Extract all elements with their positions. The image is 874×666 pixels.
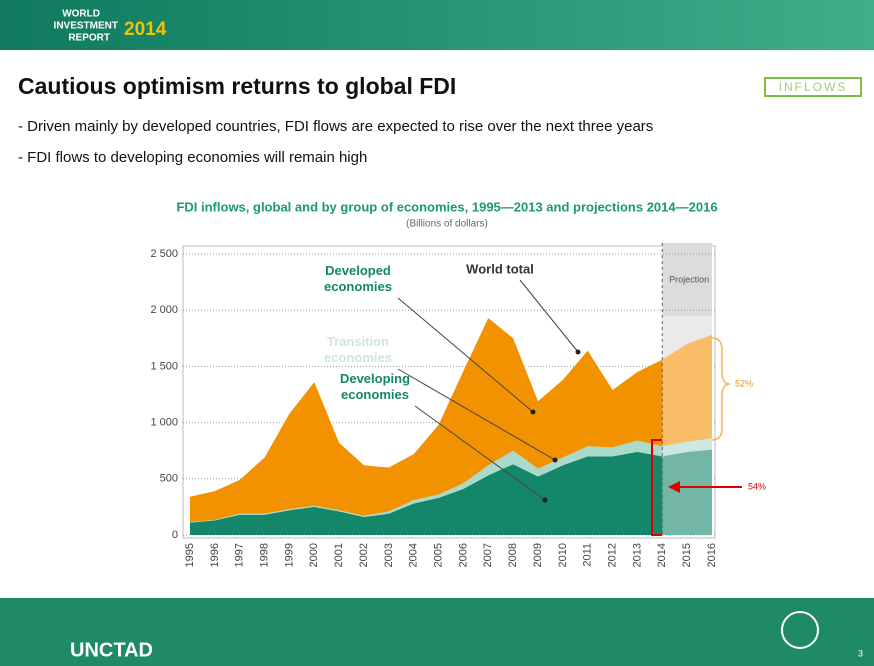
x-tick-label: 2005 (432, 543, 444, 567)
bracket (711, 337, 731, 441)
brand: WORLD (62, 9, 100, 20)
series-label: Transition economies (324, 334, 392, 365)
y-tick-label: 0 (172, 529, 178, 541)
pointer-head (575, 349, 581, 355)
plot-frame (182, 245, 716, 539)
area (190, 318, 712, 523)
y-tick-label: 1 500 (150, 360, 178, 372)
brand: REPORT (68, 33, 110, 44)
projection-tint (662, 316, 712, 535)
y-tick-label: 500 (160, 473, 178, 485)
pointer (414, 405, 546, 501)
x-tick-label: 2015 (681, 543, 693, 567)
projection-label: Projection (669, 274, 709, 284)
bullet: - Driven mainly by developed countries, … (18, 118, 653, 135)
brand: INVESTMENT (54, 21, 118, 32)
pointer (397, 297, 534, 413)
x-tick-label: 1996 (209, 543, 221, 567)
footer-band (0, 598, 874, 666)
x-tick-label: 2003 (383, 543, 395, 567)
x-tick-label: 2011 (582, 543, 594, 567)
badge: INFLOWS (779, 80, 848, 94)
x-tick-label: 2007 (482, 543, 494, 567)
header-band (0, 0, 874, 50)
x-tick-label: 2000 (308, 543, 320, 567)
chart-subtitle: (Billions of dollars) (406, 219, 488, 230)
area (190, 449, 712, 535)
footer-org: UNCTAD (70, 639, 153, 661)
share-label: 54% (748, 481, 766, 491)
pointer-head (552, 457, 558, 463)
x-tick-label: 2001 (333, 543, 345, 567)
bracket (651, 439, 662, 536)
x-tick-label: 2004 (408, 543, 420, 567)
x-tick-label: 2002 (358, 543, 370, 567)
un-emblem (781, 611, 819, 649)
area (190, 438, 712, 523)
x-tick-label: 2013 (631, 543, 643, 567)
arrow-head (668, 481, 680, 493)
x-tick-label: 2016 (706, 543, 718, 567)
series-label: Developing economies (340, 371, 410, 402)
world-label: World total (466, 261, 534, 276)
x-tick-label: 2010 (557, 543, 569, 567)
x-tick-label: 2012 (606, 543, 618, 567)
pointer (397, 368, 556, 461)
x-tick-label: 1998 (258, 543, 270, 567)
x-tick-label: 2008 (507, 543, 519, 567)
x-tick-label: 1999 (283, 543, 295, 567)
x-tick-label: 2006 (457, 543, 469, 567)
y-tick-label: 2 500 (150, 248, 178, 260)
slide-title: Cautious optimism returns to global FDI (18, 73, 456, 99)
pointer-head (530, 409, 536, 415)
chart-title: FDI inflows, global and by group of econ… (176, 199, 717, 214)
x-tick-label: 1995 (184, 543, 196, 567)
year: 2014 (124, 19, 167, 40)
page-number: 3 (858, 648, 863, 658)
x-tick-label: 1997 (234, 543, 246, 567)
share-label: 52% (735, 378, 753, 388)
x-tick-label: 2009 (532, 543, 544, 567)
pointer (519, 279, 579, 353)
x-tick-label: 2014 (656, 543, 668, 567)
pointer-head (542, 497, 548, 503)
badge-box (764, 77, 862, 97)
y-tick-label: 2 000 (150, 304, 178, 316)
y-tick-label: 1 000 (150, 417, 178, 429)
series-label: Developed economies (324, 263, 392, 294)
bullet: - FDI flows to developing economies will… (18, 149, 367, 166)
